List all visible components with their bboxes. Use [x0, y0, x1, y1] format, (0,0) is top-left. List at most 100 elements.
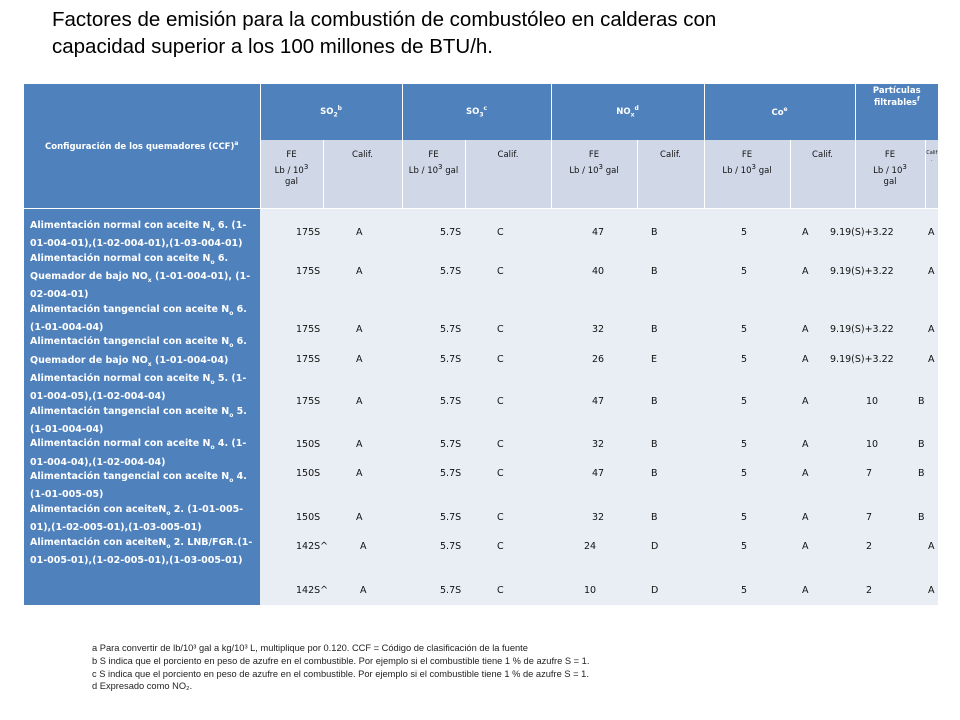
so2-calif: A — [356, 324, 363, 335]
co-value: 5 — [741, 439, 748, 450]
config-label: Alimentación tangencial con aceite No 6.… — [30, 303, 247, 333]
co-calif: A — [802, 512, 809, 523]
co-calif: A — [802, 468, 809, 479]
so3-calif: C — [497, 439, 504, 450]
so3-value: 5.7S — [440, 439, 462, 450]
config-label: Alimentación normal con aceite No 6. Que… — [30, 252, 251, 301]
so3-value: 5.7S — [440, 324, 462, 335]
footnote-d: d Expresado como NO₂. — [92, 681, 193, 692]
pf-calif: B — [918, 439, 925, 450]
co-value: 5 — [741, 468, 748, 479]
co-value: 5 — [741, 227, 748, 238]
footnotes: a Para convertir de lb/10³ gal a kg/10³ … — [92, 642, 952, 693]
nox-value: 32 — [592, 439, 605, 450]
nox-value: 47 — [592, 468, 605, 479]
pf-calif: A — [928, 227, 935, 238]
title-line-1: Factores de emisión para la combustión d… — [52, 8, 717, 31]
so3-value: 5.7S — [440, 585, 462, 596]
co-value: 5 — [741, 541, 748, 552]
nox-calif: E — [651, 354, 658, 365]
so3-calif: C — [497, 541, 504, 552]
nox-calif: B — [651, 439, 658, 450]
nox-value: 26 — [592, 354, 605, 365]
so2-calif: A — [356, 227, 363, 238]
pf-value: 2 — [866, 585, 873, 596]
so2-value: 175S — [296, 396, 321, 407]
so2-calif: A — [356, 439, 363, 450]
so3-calif: C — [497, 324, 504, 335]
co-value: 5 — [741, 266, 748, 277]
so3-calif: C — [497, 512, 504, 523]
co-calif: A — [802, 439, 809, 450]
so3-calif: C — [497, 585, 504, 596]
subheader-calif-so2: Calif. — [322, 140, 402, 209]
so2-calif: A — [356, 354, 363, 365]
header-row: Configuración de los quemadores (CCF)a S… — [24, 84, 939, 209]
pf-calif: B — [918, 512, 925, 523]
nox-calif: D — [651, 585, 659, 596]
emission-factors-table: Configuración de los quemadores (CCF)a S… — [24, 84, 939, 605]
subheader-calif-pf: Calif. — [924, 140, 939, 209]
so2-value: 142S^ — [296, 541, 329, 552]
so2-value: 175S — [296, 324, 321, 335]
nox-calif: B — [651, 512, 658, 523]
so3-value: 5.7S — [440, 227, 462, 238]
co-calif: A — [802, 396, 809, 407]
nox-calif: B — [651, 324, 658, 335]
nox-calif: B — [651, 396, 658, 407]
nox-calif: D — [651, 541, 659, 552]
co-calif: A — [802, 324, 809, 335]
pf-value: 7 — [866, 468, 873, 479]
pf-calif: A — [928, 541, 935, 552]
so2-value: 150S — [296, 439, 321, 450]
pf-value: 9.19(S)+3.22 — [830, 266, 894, 277]
co-calif: A — [802, 266, 809, 277]
so2-value: 150S — [296, 468, 321, 479]
so3-calif: C — [497, 227, 504, 238]
subheader-fe-co: FE Lb / 103 gal — [703, 140, 791, 209]
pf-calif: B — [918, 468, 925, 479]
so2-value: 142S^ — [296, 585, 329, 596]
co-value: 5 — [741, 512, 748, 523]
so3-calif: C — [497, 266, 504, 277]
subheader-row: FE Lb / 103 gal Calif. FE Lb / 103 gal Cali… — [24, 140, 939, 209]
pf-calif: A — [928, 266, 935, 277]
co-calif: A — [802, 227, 809, 238]
subheader-fe-so2: FE Lb / 103 gal — [259, 140, 323, 209]
config-label: Alimentación con aceiteNo 2. (1-01-005-0… — [30, 503, 244, 534]
header-config: Configuración de los quemadores (CCF)a — [24, 84, 260, 209]
so2-calif: A — [360, 541, 367, 552]
nox-value: 47 — [592, 396, 605, 407]
so3-value: 5.7S — [440, 266, 462, 277]
co-calif: A — [802, 541, 809, 552]
nox-value: 10 — [584, 585, 597, 596]
footnote-a: a Para convertir de lb/10³ gal a kg/10³ … — [92, 643, 528, 653]
pf-value: 10 — [866, 439, 879, 450]
pf-value: 9.19(S)+3.22 — [830, 354, 894, 365]
pf-value: 10 — [866, 396, 879, 407]
header-nox: NOxd — [550, 84, 705, 140]
subheader-calif-so3: Calif. — [464, 140, 552, 209]
subheader-calif-co: Calif. — [789, 140, 856, 209]
so2-value: 150S — [296, 512, 321, 523]
nox-calif: B — [651, 227, 658, 238]
pf-value: 2 — [866, 541, 873, 552]
so2-calif: A — [356, 512, 363, 523]
so2-calif: A — [360, 585, 367, 596]
header-so2: SO2b — [259, 84, 402, 140]
so3-calif: C — [497, 396, 504, 407]
config-label: Alimentación tangencial con aceite No 4.… — [30, 471, 247, 501]
nox-value: 47 — [592, 227, 605, 238]
values-area: 175S A 5.7S C 47 B 5 A 9.19(S)+3.22 A 175S A 5.7S C 40… — [260, 208, 939, 605]
config-label: Alimentación normal con aceite No 4. (1-… — [30, 438, 247, 468]
so2-value: 175S — [296, 354, 321, 365]
config-label: Alimentación con aceiteNo 2. LNB/FGR.(1-… — [30, 536, 253, 566]
subheader-fe-pf: FE Lb / 103 gal — [854, 140, 926, 209]
pf-value: 7 — [866, 512, 873, 523]
so3-value: 5.7S — [440, 468, 462, 479]
co-calif: A — [802, 585, 809, 596]
pf-calif: A — [928, 354, 935, 365]
title-line-2: capacidad superior a los 100 millones de… — [52, 35, 493, 58]
pf-value: 9.19(S)+3.22 — [830, 324, 894, 335]
subheader-fe-so3: FE Lb / 103 gal — [401, 140, 465, 209]
